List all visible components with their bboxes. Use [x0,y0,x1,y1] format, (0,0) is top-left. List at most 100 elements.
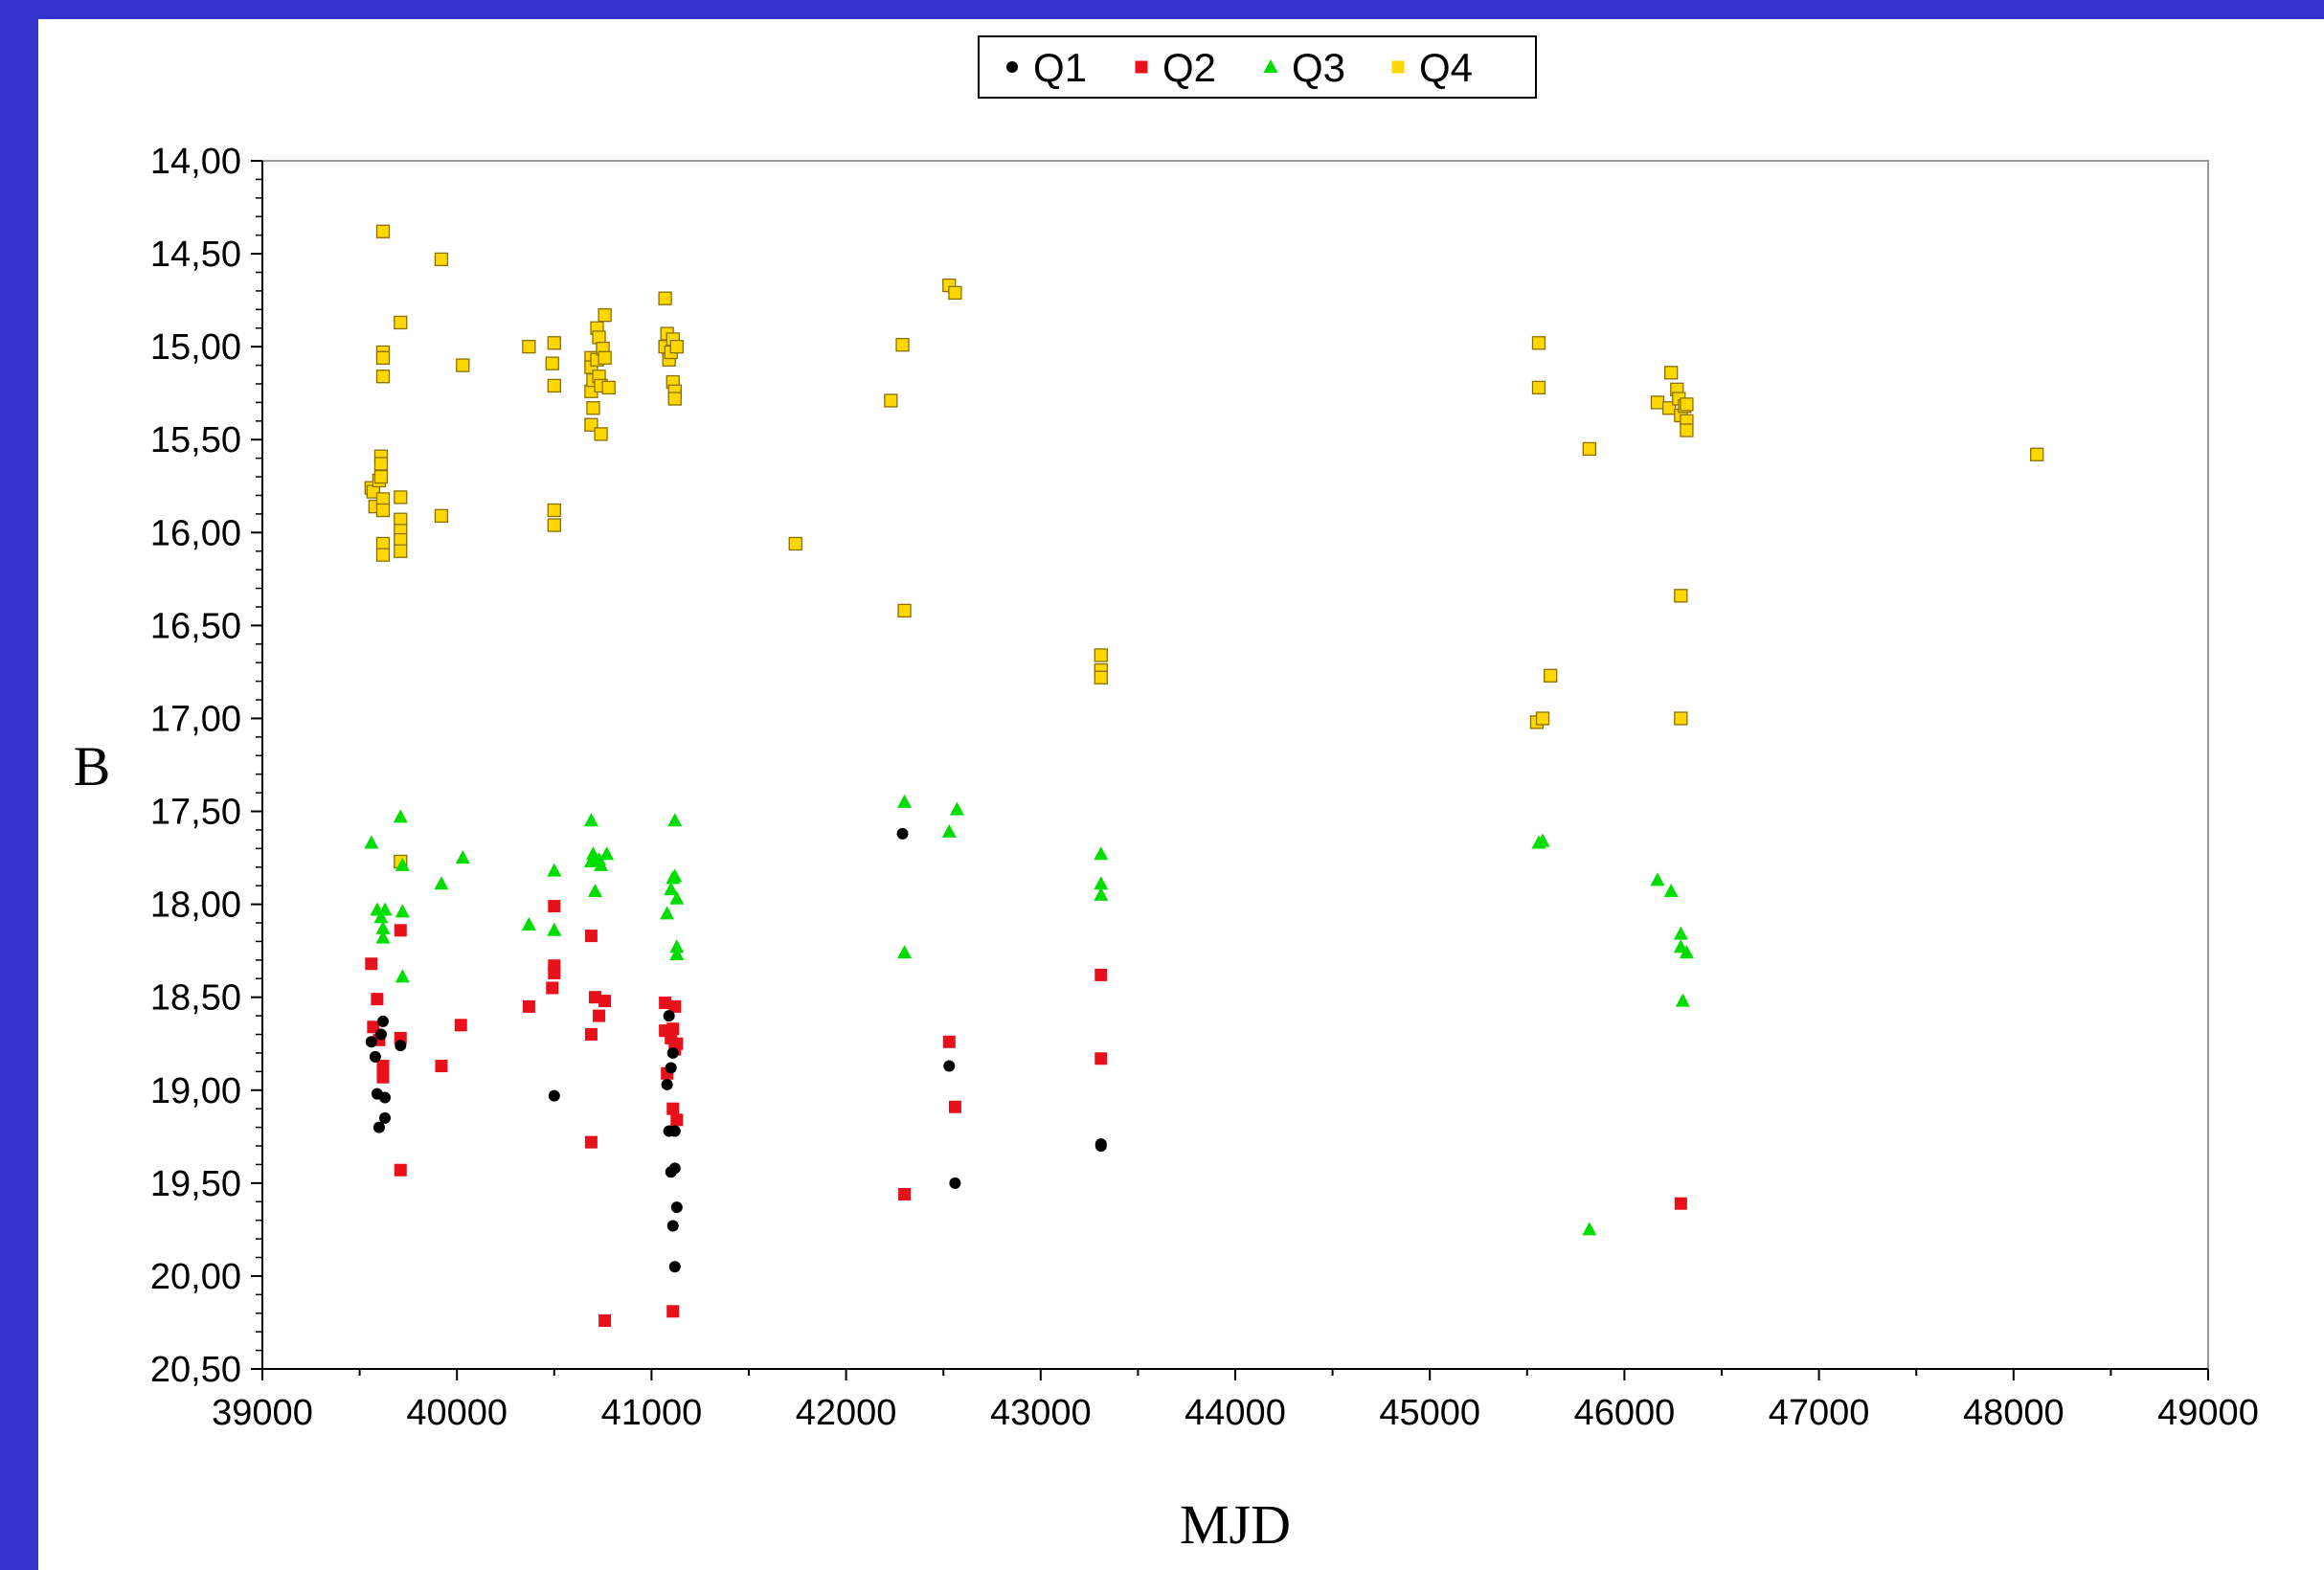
q3-point [434,876,449,890]
q1-point [668,1162,681,1175]
legend: Q1 Q2 Q3 Q4 [978,35,1537,99]
q2-point [435,1060,448,1073]
q2-point [898,1187,912,1200]
q2-point [948,1100,961,1113]
y-tick-label: 15,00 [150,327,241,368]
q1-point [666,1220,679,1232]
q4-point [434,252,449,267]
q3-point [375,930,391,944]
q2-point [598,995,612,1008]
legend-q1-marker [1006,61,1018,73]
q3-point [599,846,615,861]
q3-point [1535,833,1550,847]
q2-point [522,999,535,1013]
q3-point [664,882,679,896]
q2-point [593,1009,606,1022]
q4-point [598,307,612,323]
q3-point [594,857,609,871]
q4-point [788,536,802,551]
q2-point [365,957,378,971]
x-tick-label: 39000 [212,1393,313,1433]
q3-point [1679,945,1694,959]
q4-point [884,393,898,408]
series-q1 [365,827,1107,1273]
q3-point [587,884,602,898]
q3-point [667,813,683,827]
q2-point [394,1163,407,1177]
q4-point [375,370,391,384]
y-tick-label: 19,50 [150,1164,241,1204]
q3-point [1094,846,1109,861]
x-tick-label: 42000 [796,1393,897,1433]
x-tick-label: 44000 [1185,1393,1286,1433]
x-tick-label: 47000 [1769,1393,1870,1433]
q3-point [1675,993,1690,1007]
q4-point [598,350,612,365]
x-axis-title: MJD [1180,1493,1291,1556]
x-tick-label: 40000 [406,1393,508,1433]
axes: 39000 40000 41000 42000 43000 44000 45000 46000… [150,142,2259,1433]
q3-point [375,920,391,934]
q3-point [1650,872,1665,886]
q2-point [670,1037,684,1050]
q1-point [548,1089,560,1102]
q4-point [1680,423,1694,437]
q1-point [661,1078,673,1090]
series-q2 [365,900,1687,1328]
q2-point [588,991,601,1004]
q2-point [659,997,672,1010]
y-axis-title: B [74,735,111,797]
q4-point [1664,366,1679,380]
q3-point [393,809,408,823]
q1-point [943,1060,956,1072]
q4-point [434,508,449,523]
q1-point [665,1062,677,1074]
q2-point [584,1135,598,1149]
q4-point [601,380,616,395]
q4-point [948,285,962,300]
q3-point [669,890,685,905]
q4-point [895,338,910,352]
q4-point [1094,670,1108,684]
q1-point [395,1040,407,1052]
legend-q4-marker [1391,60,1405,74]
q4-point [545,356,559,370]
x-tick-label: 41000 [601,1393,703,1433]
y-tick-label: 16,00 [150,513,241,553]
q2-point [376,1070,390,1084]
legend-box [978,35,1537,99]
q3-point [941,823,957,838]
q1-point [372,1121,385,1133]
q1-point [376,1015,389,1027]
q2-point [394,924,407,937]
q4-point [2030,447,2044,461]
data-marks [364,224,2044,1328]
q3-point [669,947,685,961]
q4-point [456,358,470,372]
series-q3 [364,794,1694,1236]
q2-point [454,1019,467,1032]
q4-point [1531,380,1546,395]
q1-point [949,1177,961,1189]
q4-point [586,401,600,415]
q4-point [658,291,672,305]
x-tick-label: 45000 [1379,1393,1480,1433]
q3-point [1094,876,1109,890]
q3-point [1582,1222,1597,1236]
q3-point [897,945,913,959]
x-tick-label: 49000 [2157,1393,2259,1433]
legend-q3-marker [1263,59,1278,73]
q1-point [374,1028,387,1041]
y-tick-label: 20,00 [150,1257,241,1297]
q1-point [365,1036,377,1048]
q4-point [373,457,389,471]
q2-point [584,1028,598,1042]
q3-point [547,922,562,936]
q4-point [1680,397,1694,412]
q4-point [1544,668,1558,683]
q3-point [547,863,562,877]
q2-point [666,1022,680,1036]
q3-point [667,868,683,883]
q4-point [1535,711,1550,726]
q3-point [395,857,410,871]
